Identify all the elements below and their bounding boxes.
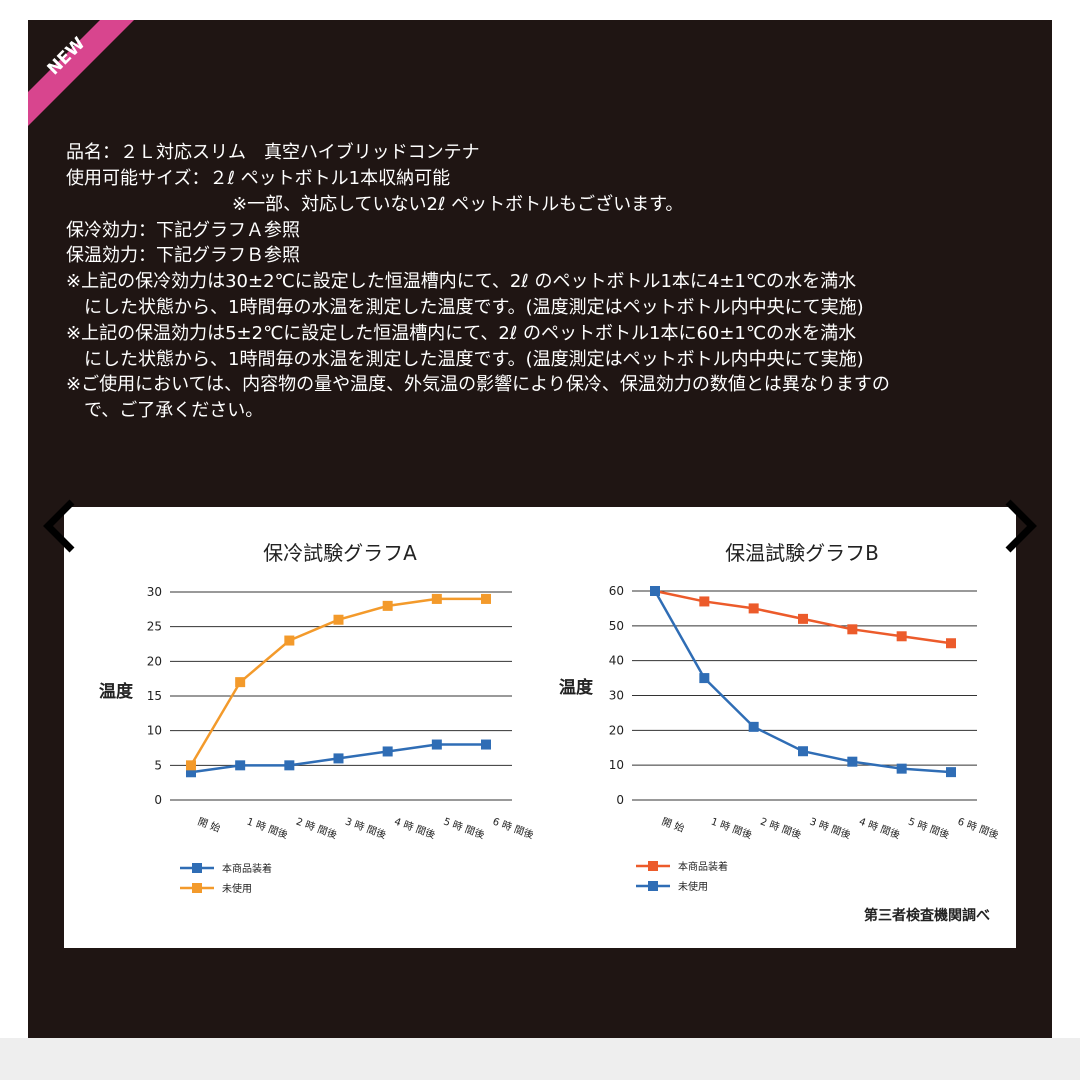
point-marker (333, 614, 344, 625)
spec-line: ※ご使用においては、内容物の量や温度、外気温の影響により保冷、保温効力の数値とは… (66, 374, 890, 395)
point-marker (431, 593, 442, 604)
point-marker (699, 596, 710, 607)
spec-line: 保温効力：下記グラフＢ参照 (66, 245, 300, 266)
source-note: 第三者検査機関調べ (864, 907, 990, 924)
spec-line: 使用可能サイズ：２ℓ ペットボトル1本収納可能 (66, 168, 450, 189)
legend-swatch-marker (648, 861, 658, 871)
y-tick-label: 30 (609, 689, 624, 703)
point-marker (333, 753, 344, 764)
point-marker (699, 673, 710, 684)
y-tick-label: 10 (609, 758, 624, 772)
point-marker (481, 739, 491, 750)
spec-line: で、ご了承ください。 (84, 400, 263, 421)
spec-line: にした状態から、1時間毎の水温を測定した温度です。(温度測定はペットボトル内中央… (84, 349, 864, 370)
y-tick-label: 0 (616, 793, 624, 807)
y-tick-label: 60 (609, 584, 624, 598)
chart-panel (64, 507, 1016, 948)
point-marker (847, 624, 858, 635)
point-marker (235, 760, 246, 771)
chart-title: 保冷試験グラフA (263, 541, 417, 565)
legend-swatch-marker (648, 881, 658, 891)
point-marker (186, 767, 196, 778)
point-marker (382, 746, 393, 757)
point-marker (946, 767, 956, 778)
point-marker (896, 631, 907, 642)
y-tick-label: 40 (609, 654, 624, 668)
point-marker (481, 593, 491, 604)
y-tick-label: 50 (609, 619, 624, 633)
legend-label: 未使用 (222, 882, 252, 895)
spec-line: にした状態から、1時間毎の水温を測定した温度です。(温度測定はペットボトル内中央… (84, 297, 864, 318)
point-marker (798, 746, 808, 757)
point-marker (946, 638, 956, 649)
point-marker (748, 721, 759, 732)
point-marker (896, 763, 907, 774)
y-tick-label: 30 (147, 585, 162, 599)
legend-swatch-marker (192, 863, 202, 873)
point-marker (431, 739, 442, 750)
chart-title: 保温試験グラフB (725, 541, 879, 565)
legend-label: 未使用 (678, 880, 708, 893)
next-arrow[interactable] (1005, 499, 1037, 553)
y-tick-label: 25 (147, 620, 162, 634)
spec-line: ※上記の保温効力は5±2℃に設定した恒温槽内にて、2ℓ のペットボトル1本に60… (66, 323, 856, 344)
y-tick-label: 20 (609, 723, 624, 737)
spec-line: ※一部、対応していない2ℓ ペットボトルもございます。 (232, 193, 683, 215)
y-axis-label: 温度 (559, 677, 594, 698)
y-tick-label: 5 (154, 758, 162, 772)
y-axis-label: 温度 (99, 681, 134, 702)
spec-line: 品名：２Ｌ対応スリム 真空ハイブリッドコンテナ (66, 141, 480, 163)
y-tick-label: 20 (147, 654, 162, 668)
point-marker (798, 613, 808, 624)
legend-swatch-marker (192, 883, 202, 893)
point-marker (748, 603, 759, 614)
point-marker (186, 760, 196, 771)
legend-label: 本商品装着 (678, 860, 728, 873)
point-marker (284, 635, 295, 646)
point-marker (650, 586, 660, 596)
point-marker (235, 677, 246, 688)
footer-strip (0, 1038, 1080, 1080)
y-tick-label: 10 (147, 724, 162, 738)
y-tick-label: 15 (147, 689, 162, 703)
spec-line: ※上記の保冷効力は30±2℃に設定した恒温槽内にて、2ℓ のペットボトル1本に4… (66, 271, 856, 292)
point-marker (847, 756, 858, 767)
legend-label: 本商品装着 (222, 862, 272, 875)
y-tick-label: 0 (154, 793, 162, 807)
point-marker (382, 600, 393, 611)
point-marker (284, 760, 295, 771)
spec-line: 保冷効力：下記グラフＡ参照 (66, 220, 300, 241)
badge-ribbon (28, 20, 134, 126)
prev-arrow[interactable] (43, 499, 75, 553)
